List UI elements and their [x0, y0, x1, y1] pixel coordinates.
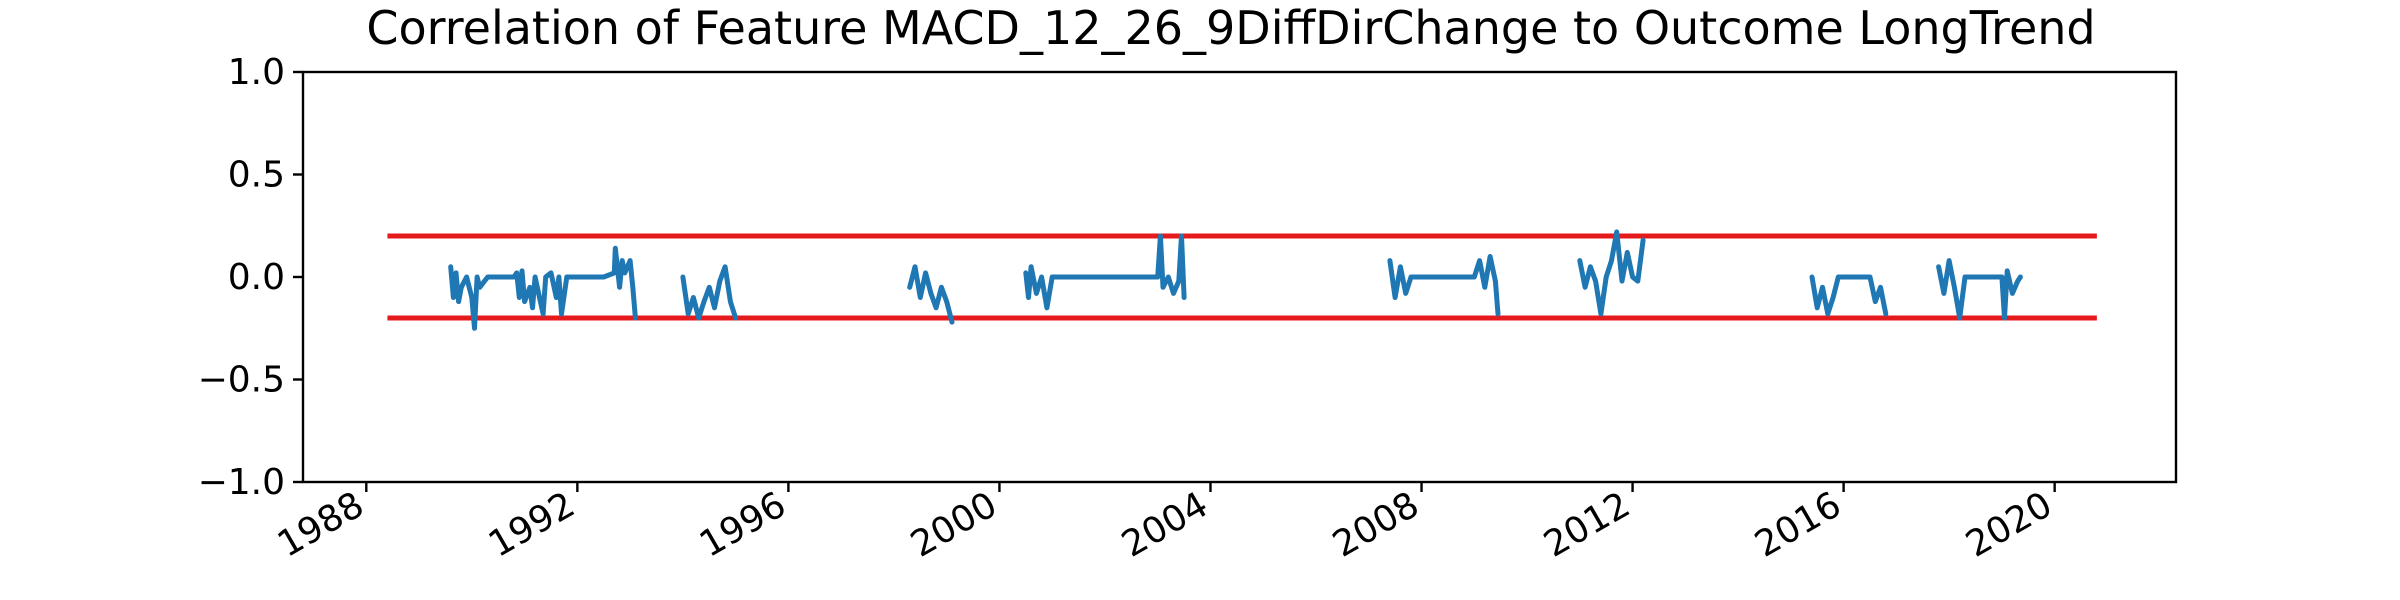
series-segment-2 — [907, 264, 955, 325]
y-tick-label: −1.0 — [198, 462, 285, 503]
x-tick-label: 1996 — [693, 484, 793, 565]
y-tick-label: 0.5 — [228, 155, 285, 196]
series-segment-7 — [1936, 258, 2023, 321]
x-tick-label: 2008 — [1326, 484, 1426, 565]
series-segment-3 — [1023, 233, 1187, 311]
x-tick-label: 2016 — [1748, 484, 1848, 565]
x-tick-label: 2004 — [1115, 484, 1215, 565]
series-segment-5 — [1577, 229, 1646, 317]
chart-title: Correlation of Feature MACD_12_26_9DiffD… — [366, 1, 2095, 55]
x-tick-label: 1992 — [482, 484, 582, 565]
x-tick-label: 2020 — [1959, 484, 2059, 565]
y-axis: −1.0 −0.5 0.0 0.5 1.0 — [198, 52, 303, 503]
series-segments — [448, 229, 2023, 331]
x-axis: 1988 1992 1996 2000 2004 2008 2012 2016 2020 — [271, 482, 2059, 566]
y-tick-label: 0.0 — [228, 257, 285, 298]
series-segment-6 — [1809, 274, 1889, 317]
threshold-lines — [387, 233, 2097, 321]
y-tick-label: 1.0 — [228, 52, 285, 93]
x-tick-label: 2000 — [904, 484, 1004, 565]
x-tick-label: 1988 — [271, 484, 371, 565]
series-segment-1 — [680, 264, 739, 321]
x-tick-label: 2012 — [1537, 484, 1637, 565]
y-tick-label: −0.5 — [198, 360, 285, 401]
series-segment-4 — [1387, 254, 1501, 317]
series-segment-0 — [448, 245, 638, 331]
